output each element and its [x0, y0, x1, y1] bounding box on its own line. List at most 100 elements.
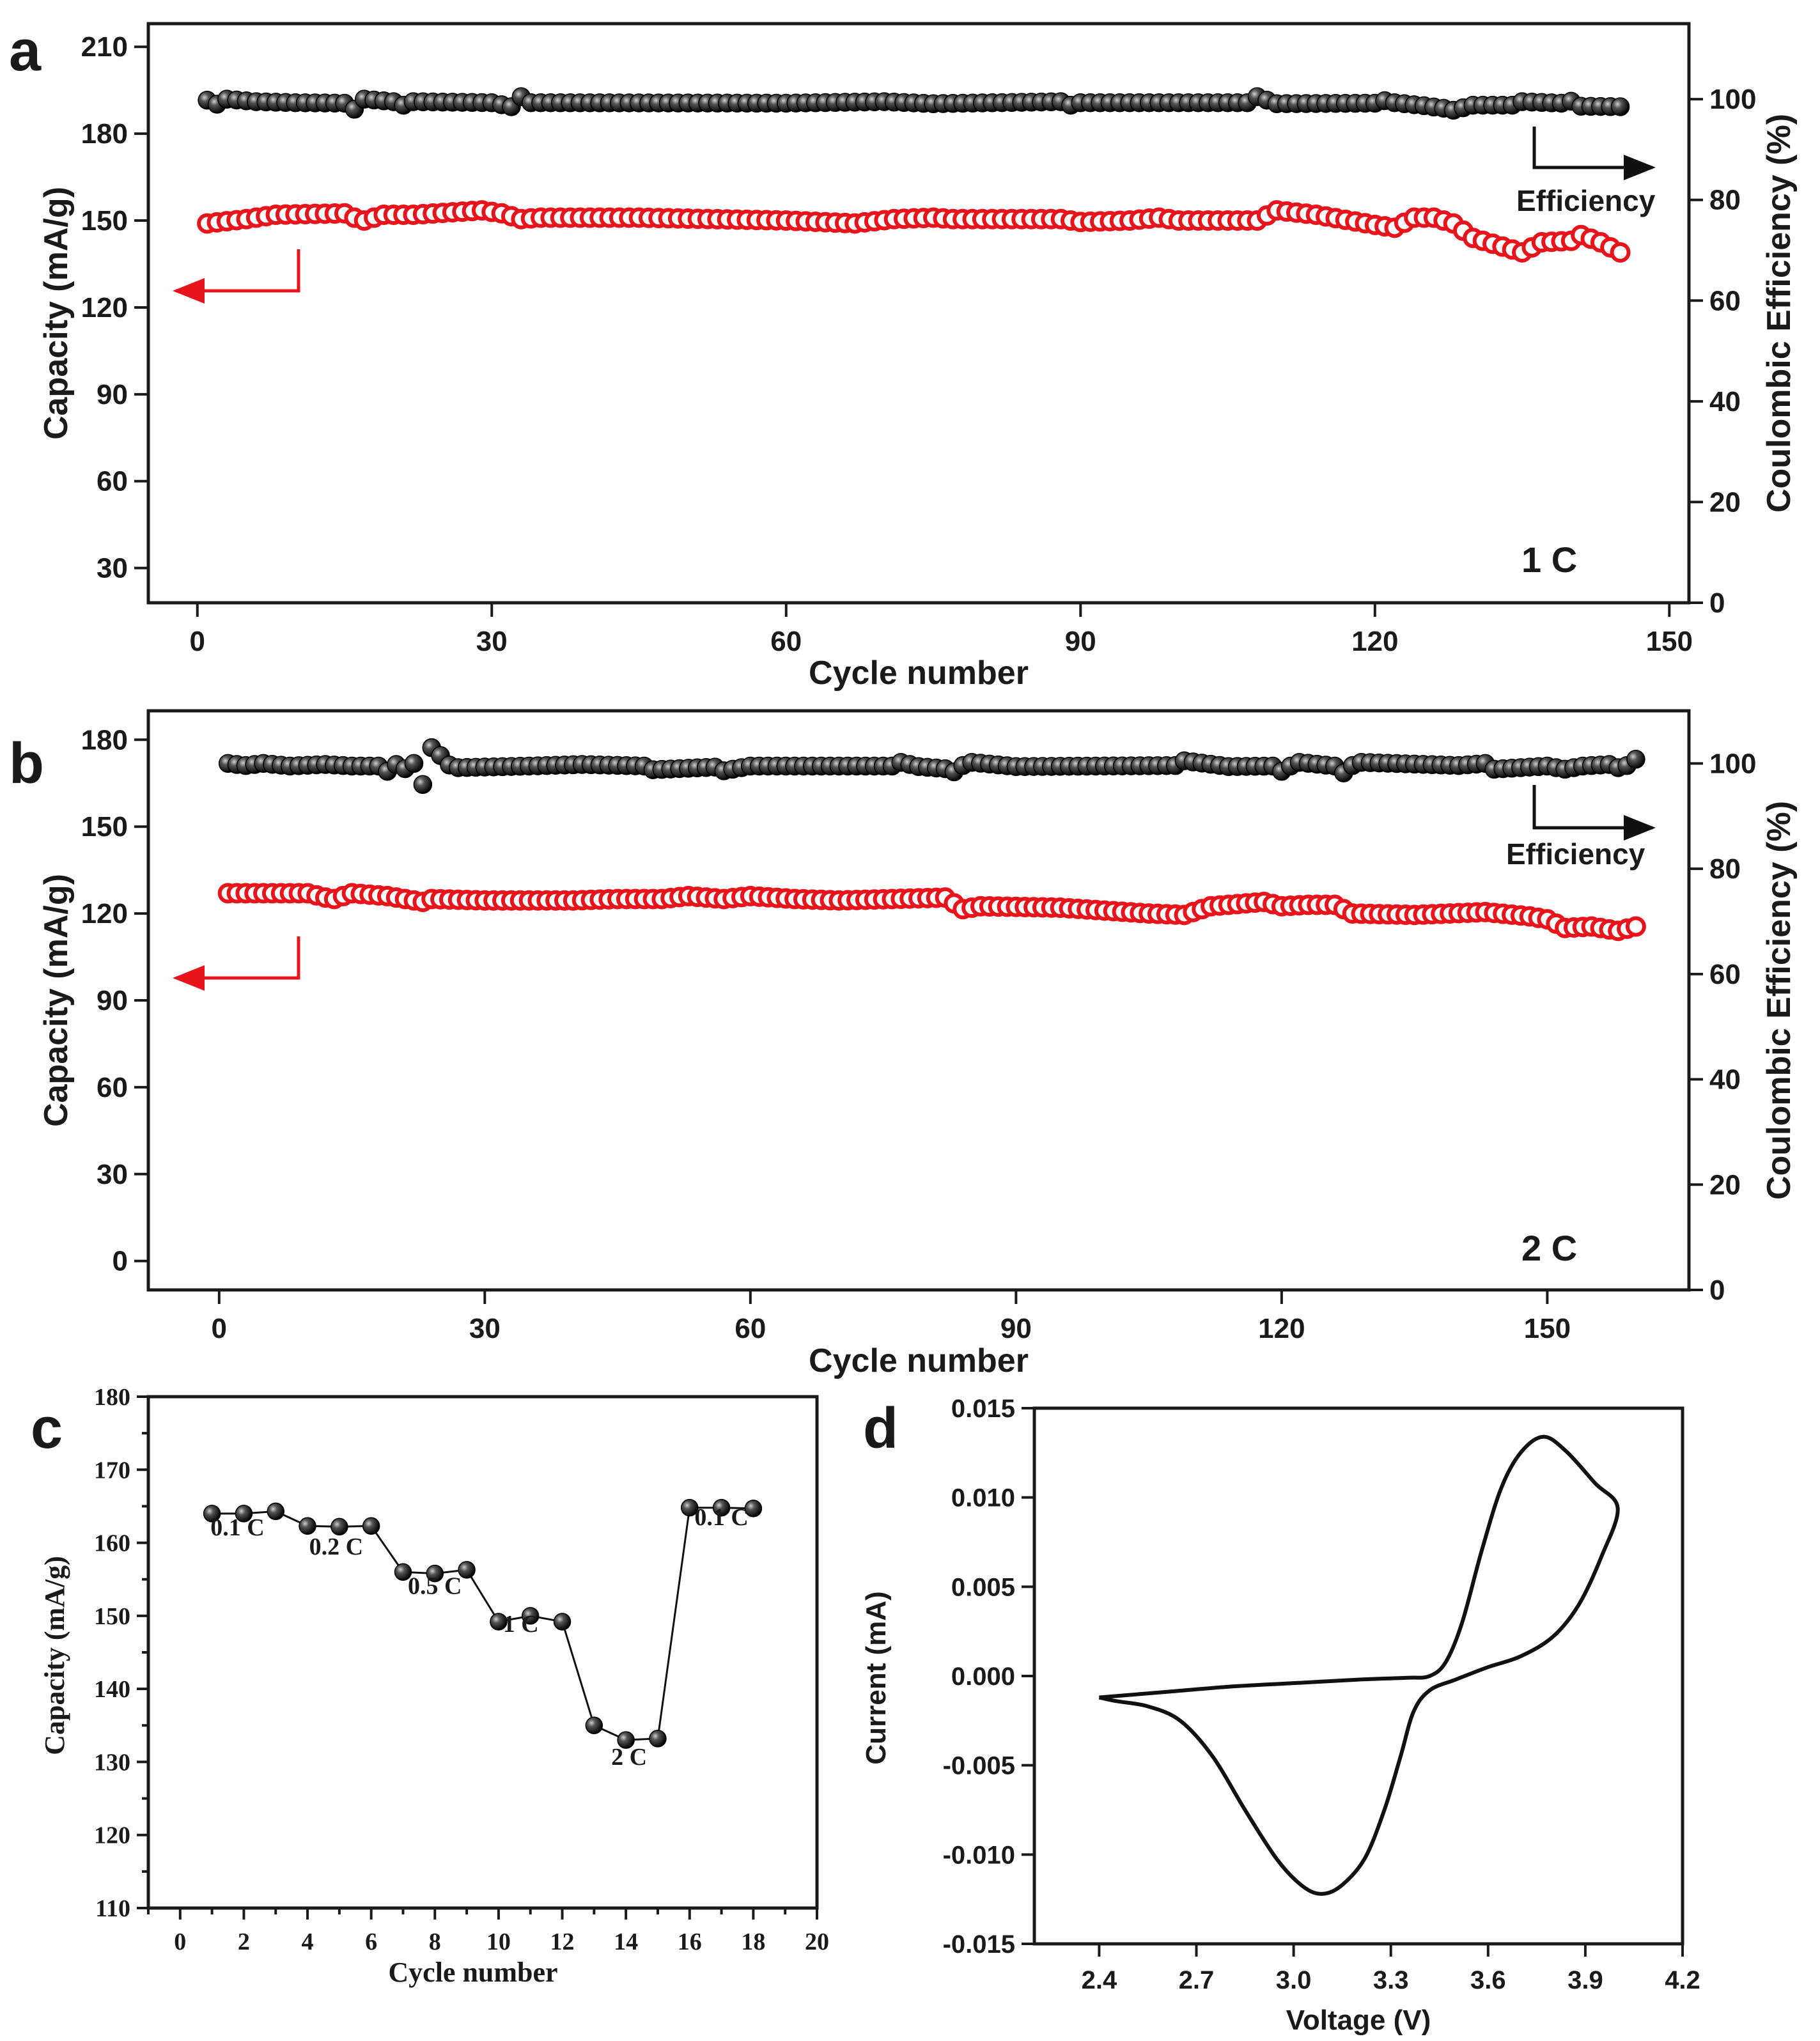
y-tick-label: 30 [97, 553, 128, 584]
rate-point [362, 1517, 380, 1535]
panel-letter-b: b [9, 732, 44, 796]
y-tick-label: 0.005 [951, 1573, 1015, 1601]
panel-d-marks [1098, 1434, 1620, 1896]
rate-annotation: 1 C [503, 1611, 539, 1638]
y-tick-label: 160 [94, 1530, 130, 1557]
y-tick-label: -0.015 [943, 1930, 1015, 1959]
rate-point [203, 1505, 221, 1523]
panel-c-xlabel: Cycle number [388, 1957, 557, 1988]
rate-annotation: 0.5 C [408, 1573, 462, 1600]
y-tick-label: 0.010 [951, 1484, 1015, 1512]
panel-b-capacity-arrow [173, 936, 300, 991]
x-tick-label: 4 [302, 1928, 314, 1955]
panel-c-plot-frame [146, 1395, 819, 1910]
y2-tick-label: 80 [1709, 853, 1741, 885]
rate-point [331, 1517, 348, 1536]
panel-letter-c: c [31, 1397, 63, 1461]
rate-point [649, 1730, 667, 1748]
rate-annotation: 0.2 C [309, 1533, 363, 1560]
panel-a-rate-label: 1 C [1521, 539, 1577, 580]
panel-d-xlabel: Voltage (V) [1286, 2005, 1431, 2036]
y-tick-label: 110 [95, 1895, 130, 1922]
y2-tick-label: 40 [1709, 1064, 1741, 1096]
panel-a-marks [197, 87, 1631, 263]
y-tick-label: 60 [97, 1072, 128, 1103]
y-tick-label: 0.000 [951, 1663, 1015, 1691]
x-tick-label: 0 [174, 1928, 186, 1955]
x-tick-label: 3.3 [1373, 1966, 1409, 1994]
capacity-point [1610, 242, 1631, 263]
rate-line [212, 1507, 754, 1741]
y-tick-label: 120 [94, 1822, 130, 1849]
rate-annotation: 2 C [611, 1744, 647, 1771]
x-tick-label: 3.6 [1470, 1966, 1506, 1994]
y2-tick-label: 20 [1709, 486, 1741, 518]
efficiency-point [413, 775, 433, 795]
y-tick-label: 210 [81, 31, 128, 63]
x-tick-label: 16 [678, 1928, 702, 1955]
cv-curve [1098, 1434, 1620, 1896]
y-tick-label: 90 [97, 985, 128, 1016]
y-tick-label: 150 [81, 811, 128, 842]
y-tick-label: 170 [94, 1457, 130, 1484]
rate-annotation: 0.1 C [694, 1504, 748, 1531]
x-tick-label: 90 [1065, 626, 1096, 657]
y-tick-label: 150 [94, 1603, 130, 1630]
y2-tick-label: 100 [1709, 748, 1756, 779]
x-tick-label: 120 [1258, 1313, 1305, 1344]
panel-a-capacity-arrow [173, 249, 300, 304]
panel-a-ylabel: Capacity (mA/g) [38, 187, 75, 440]
panel-b-efficiency-label: Efficiency [1506, 837, 1645, 871]
panel-a-efficiency-arrow [1532, 127, 1656, 180]
y-tick-label: 180 [81, 118, 128, 150]
panel-c-ticks: 0 2 4 6 8 10 12 14 16 18 20 110 120 130 140 150 160 170 18… [94, 1384, 829, 1955]
y2-tick-label: 100 [1709, 84, 1756, 115]
panel-a-plot-frame [146, 22, 1691, 605]
rate-point [553, 1613, 572, 1631]
y2-tick-label: 40 [1709, 386, 1741, 417]
y-tick-label: -0.005 [943, 1752, 1015, 1780]
panel-d-plot-frame [1032, 1406, 1684, 1946]
efficiency-point [1610, 97, 1630, 116]
panel-b-cycling-2c: 0 30 60 90 120 150 0 30 60 90 120 150 180 0 20 40 60 80 10… [38, 709, 1798, 1379]
y-tick-label: 90 [97, 379, 128, 410]
y-tick-label: 0 [113, 1246, 128, 1277]
x-tick-label: 2 [238, 1928, 250, 1955]
rate-point [490, 1613, 508, 1631]
rate-annotation: 0.1 C [210, 1514, 264, 1541]
x-tick-label: 30 [476, 626, 508, 657]
y2-tick-label: 0 [1709, 587, 1725, 619]
y2-tick-label: 0 [1709, 1275, 1725, 1306]
x-tick-label: 3.0 [1276, 1966, 1312, 1994]
panel-b-ylabel: Capacity (mA/g) [38, 874, 75, 1127]
rate-point [299, 1517, 316, 1535]
x-tick-label: 14 [614, 1928, 638, 1955]
y-tick-label: 130 [94, 1749, 130, 1776]
panel-b-ticks: 0 30 60 90 120 150 0 30 60 90 120 150 180 0 20 40 60 80 10… [81, 724, 1757, 1344]
rate-point [585, 1716, 603, 1735]
y2-tick-label: 60 [1709, 959, 1741, 990]
x-tick-label: 150 [1646, 626, 1693, 657]
efficiency-point [404, 754, 424, 773]
panel-letter-d: d [863, 1397, 898, 1461]
x-tick-label: 150 [1524, 1313, 1571, 1344]
panel-a-y2label: Coulombic Efficiency (%) [1761, 114, 1798, 513]
y-tick-label: 30 [97, 1159, 128, 1190]
y-tick-label: 120 [81, 292, 128, 323]
panel-d-cyclic-voltammetry: 2.4 2.7 3.0 3.3 3.6 3.9 4.2 -0.015 -0.010 -0.005 0… [860, 1395, 1700, 2036]
x-tick-label: 30 [469, 1313, 501, 1344]
panel-c-rate-capability: 0 2 4 6 8 10 12 14 16 18 20 110 120 130 140 150 160 170 18… [39, 1384, 829, 1988]
panel-a-xlabel: Cycle number [809, 655, 1029, 692]
x-tick-label: 120 [1351, 626, 1398, 657]
panel-b-plot-frame [146, 709, 1691, 1292]
rate-point [712, 1498, 731, 1517]
x-tick-label: 18 [741, 1928, 765, 1955]
panel-b-marks [217, 738, 1646, 942]
y-tick-label: 0.015 [951, 1395, 1015, 1423]
panel-a-efficiency-label: Efficiency [1516, 184, 1656, 217]
panel-a-cycling-1c: 0 30 60 90 120 150 30 60 90 120 150 180 210 0 20 40 60 80… [38, 22, 1798, 692]
efficiency-point [1626, 750, 1645, 769]
panel-b-rate-label: 2 C [1521, 1228, 1577, 1268]
panel-b-efficiency-arrow [1532, 785, 1656, 841]
